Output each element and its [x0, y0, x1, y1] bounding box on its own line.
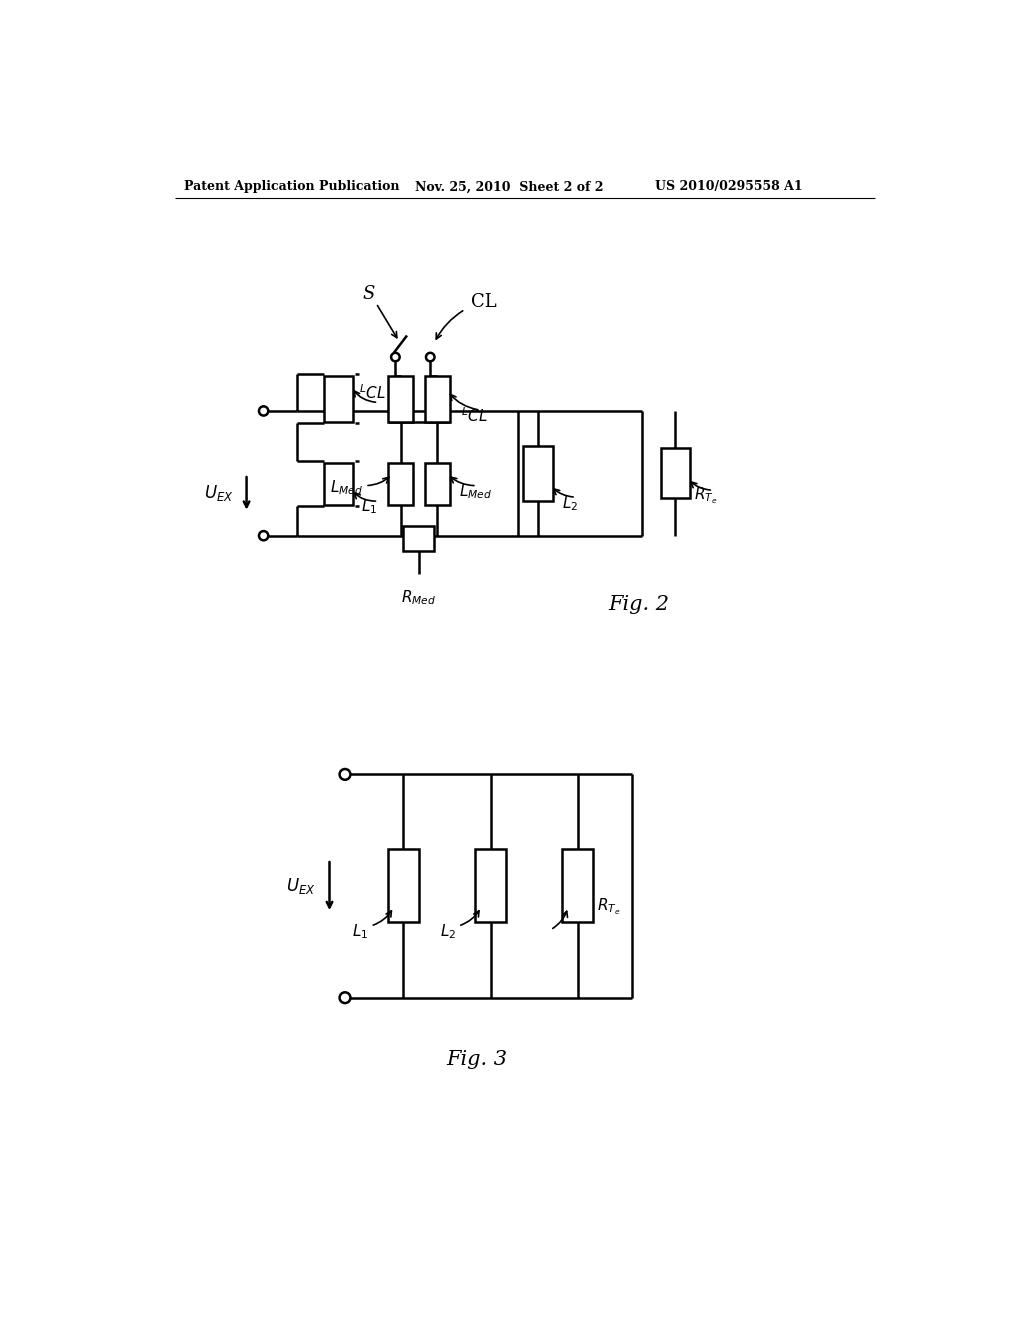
Bar [425, 375, 450, 422]
Text: US 2010/0295558 A1: US 2010/0295558 A1 [655, 181, 803, 194]
Bar [425, 462, 450, 506]
Text: Fig. 2: Fig. 2 [608, 595, 670, 615]
Text: CL: CL [471, 293, 497, 310]
Text: $L_{Med}$: $L_{Med}$ [459, 483, 492, 502]
Text: $L_2$: $L_2$ [562, 494, 579, 512]
Bar [403, 527, 434, 552]
Text: $R_{T_e}$: $R_{T_e}$ [693, 486, 717, 506]
Bar [388, 849, 419, 923]
Bar [324, 375, 352, 422]
Text: $L_2$: $L_2$ [440, 923, 456, 941]
Text: $R_{T_e}$: $R_{T_e}$ [597, 896, 621, 917]
Text: Fig. 3: Fig. 3 [446, 1049, 507, 1069]
Text: Patent Application Publication: Patent Application Publication [183, 181, 399, 194]
Text: $^{L}CL$: $^{L}CL$ [359, 383, 386, 401]
Bar [475, 849, 506, 923]
Text: $U_{EX}$: $U_{EX}$ [205, 483, 234, 503]
Text: $L_1$: $L_1$ [352, 923, 369, 941]
Bar [523, 446, 553, 502]
Bar [662, 447, 690, 498]
Bar [388, 462, 414, 506]
Bar [388, 375, 414, 422]
Text: Nov. 25, 2010  Sheet 2 of 2: Nov. 25, 2010 Sheet 2 of 2 [415, 181, 603, 194]
Bar [562, 849, 593, 923]
Text: $U_{EX}$: $U_{EX}$ [286, 876, 315, 896]
Text: $^{L}CL$: $^{L}CL$ [461, 407, 488, 425]
Text: $L_{Med}$: $L_{Med}$ [331, 478, 364, 496]
Text: $R_{Med}$: $R_{Med}$ [401, 589, 436, 607]
Bar [324, 462, 352, 506]
Text: $L_1$: $L_1$ [361, 498, 378, 516]
Text: S: S [362, 285, 375, 302]
